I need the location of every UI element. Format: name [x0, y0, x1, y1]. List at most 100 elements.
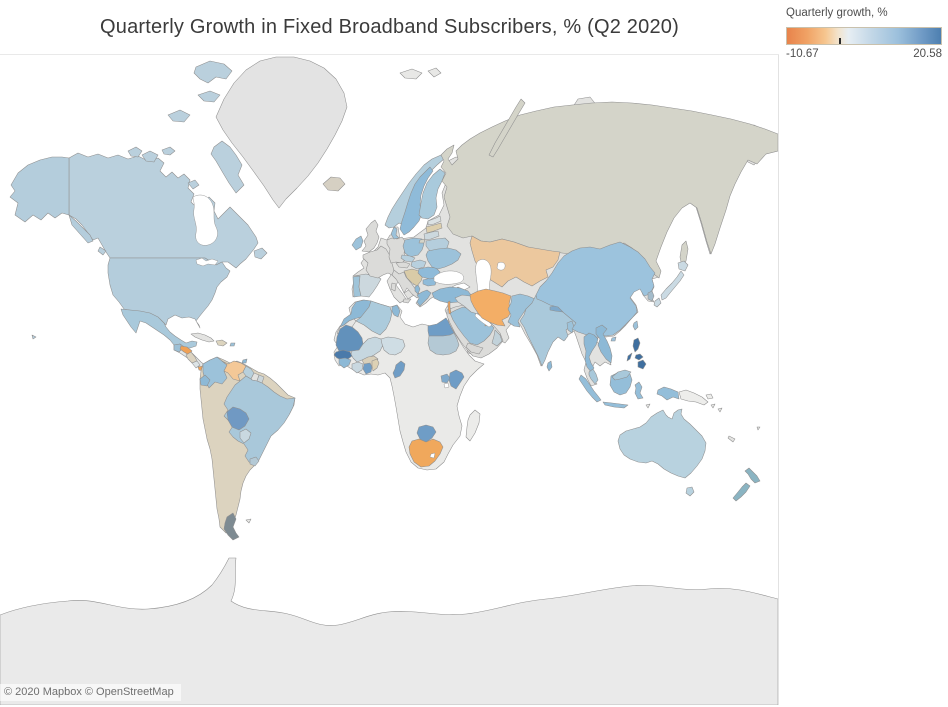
country-russia-sakhalin[interactable]	[679, 240, 689, 268]
region-fiji[interactable]	[756, 426, 761, 431]
country-hungary[interactable]	[410, 259, 427, 270]
country-new-caledonia[interactable]	[727, 435, 736, 443]
country-uganda[interactable]	[440, 373, 451, 384]
country-iceland[interactable]	[322, 176, 346, 192]
country-oman[interactable]	[491, 329, 503, 347]
country-australia-tasmania[interactable]	[685, 486, 695, 497]
country-botswana[interactable]	[416, 424, 437, 443]
country-greece[interactable]	[416, 289, 432, 307]
region-antarctica[interactable]	[0, 557, 778, 705]
country-usa-hawaii[interactable]	[31, 334, 37, 340]
country-poland[interactable]	[402, 237, 425, 258]
country-greenland[interactable]	[215, 56, 348, 209]
country-canada-ellesmere[interactable]	[193, 60, 233, 84]
legend-labels: -10.67 20.58	[786, 48, 942, 60]
country-japan-hokkaido[interactable]	[677, 260, 689, 272]
country-new-zealand[interactable]	[732, 467, 761, 502]
country-south-korea[interactable]	[647, 290, 655, 302]
country-canada-southampton[interactable]	[187, 179, 200, 190]
country-indonesia-papua[interactable]	[656, 386, 680, 401]
country-bolivia[interactable]	[226, 406, 250, 431]
country-cuba[interactable]	[190, 332, 215, 343]
country-canada-baffin[interactable]	[210, 140, 245, 194]
country-paraguay[interactable]	[239, 428, 252, 444]
country-canada-devon-island[interactable]	[197, 90, 221, 103]
country-iran[interactable]	[469, 288, 513, 327]
country-philippines[interactable]	[626, 337, 647, 370]
country-sri-lanka[interactable]	[546, 360, 553, 372]
country-usa[interactable]	[107, 257, 231, 329]
country-cote-divoire[interactable]	[351, 361, 364, 374]
country-china-hainan[interactable]	[610, 336, 617, 342]
country-taiwan[interactable]	[632, 320, 639, 331]
country-uruguay[interactable]	[249, 456, 260, 467]
country-canada-melville[interactable]	[167, 109, 191, 123]
country-israel[interactable]	[447, 300, 452, 315]
country-ghana[interactable]	[362, 362, 373, 375]
legend-gradient-bar[interactable]	[786, 27, 942, 45]
country-ukraine[interactable]	[425, 247, 462, 270]
region-patagonia-tip[interactable]	[223, 512, 240, 541]
country-canada-vancouver-island[interactable]	[97, 246, 107, 256]
country-hispaniola[interactable]	[215, 339, 228, 347]
country-kenya[interactable]	[448, 369, 465, 390]
country-algeria[interactable]	[355, 300, 393, 336]
country-ecuador[interactable]	[199, 374, 211, 387]
country-canada-arctic-island[interactable]	[161, 146, 176, 156]
country-italy-sardinia[interactable]	[390, 282, 397, 292]
country-australia[interactable]	[617, 408, 707, 479]
country-east-timor[interactable]	[645, 403, 651, 409]
country-vietnam[interactable]	[595, 324, 613, 364]
country-malaysia-peninsula[interactable]	[588, 368, 599, 385]
world-choropleth-map[interactable]: © 2020 Mapbox © OpenStreetMap	[0, 55, 779, 705]
legend-zero-tick	[839, 38, 842, 44]
country-venezuela[interactable]	[221, 360, 247, 382]
country-pakistan[interactable]	[507, 293, 536, 328]
country-cameroon[interactable]	[392, 360, 406, 379]
country-bangladesh[interactable]	[566, 320, 575, 334]
map-canvas[interactable]	[0, 55, 778, 705]
country-usa-alaska-panhandle[interactable]	[68, 214, 94, 244]
country-trinidad[interactable]	[241, 358, 248, 364]
country-canada-banks-island[interactable]	[127, 146, 143, 158]
country-malaysia-borneo[interactable]	[611, 369, 632, 381]
country-canada-newfoundland[interactable]	[253, 247, 268, 260]
country-japan-kyushu[interactable]	[653, 297, 662, 308]
region-solomon-islands[interactable]	[710, 403, 723, 413]
country-south-africa[interactable]	[408, 438, 444, 468]
country-russia-novaya-zemlya[interactable]	[488, 98, 526, 158]
country-falklands[interactable]	[245, 518, 252, 524]
country-madagascar[interactable]	[465, 409, 481, 442]
country-japan-honshu[interactable]	[660, 270, 685, 301]
country-papua-new-guinea[interactable]	[678, 389, 714, 406]
country-indonesia-java[interactable]	[602, 401, 629, 409]
map-attribution[interactable]: © 2020 Mapbox © OpenStreetMap	[0, 684, 181, 701]
country-indonesia-sulawesi[interactable]	[634, 381, 644, 400]
country-costa-rica[interactable]	[191, 360, 201, 369]
country-ireland[interactable]	[351, 235, 364, 251]
country-brazil[interactable]	[223, 375, 296, 465]
country-canada-victoria-island[interactable]	[141, 150, 159, 163]
country-sweden[interactable]	[399, 166, 434, 236]
country-togo-benin[interactable]	[371, 358, 380, 372]
country-austria[interactable]	[395, 261, 411, 269]
country-niger[interactable]	[380, 336, 406, 356]
country-guinea[interactable]	[338, 357, 352, 369]
country-tunisia[interactable]	[391, 304, 401, 318]
country-china[interactable]	[535, 241, 656, 340]
country-russia-kaliningrad[interactable]	[418, 238, 426, 244]
country-thailand[interactable]	[583, 332, 599, 373]
country-italy-sicily[interactable]	[402, 298, 412, 304]
country-indonesia-sumatra[interactable]	[578, 374, 602, 403]
country-italy[interactable]	[391, 269, 421, 299]
country-uk[interactable]	[361, 219, 380, 253]
region-svalbard[interactable]	[399, 67, 442, 80]
country-sudan[interactable]	[427, 332, 460, 356]
country-mali[interactable]	[350, 336, 384, 363]
country-mexico[interactable]	[120, 308, 198, 349]
country-estonia[interactable]	[427, 215, 442, 226]
country-albania[interactable]	[414, 284, 421, 295]
country-usa-alaska[interactable]	[9, 156, 70, 223]
country-puerto-rico[interactable]	[229, 342, 236, 347]
country-yemen[interactable]	[465, 342, 484, 355]
